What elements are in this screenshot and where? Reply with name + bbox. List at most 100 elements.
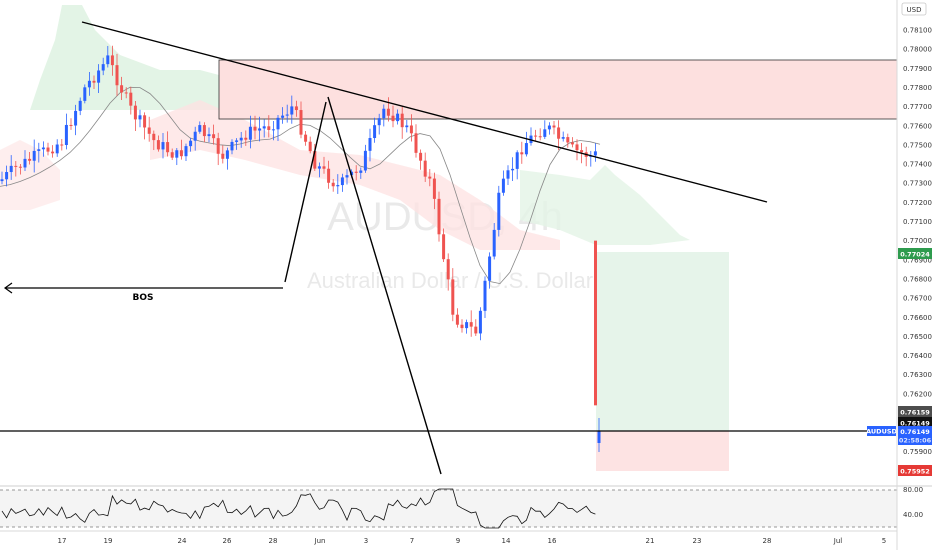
bos-label: BOS [133, 293, 154, 303]
candle-body [317, 166, 321, 169]
candle-body [543, 129, 547, 137]
candle-body [469, 322, 473, 327]
trendline-upper[interactable] [81, 21, 768, 203]
candle-body [83, 87, 87, 101]
y-tick-label: 0.77400 [903, 161, 932, 169]
x-tick-label: 17 [58, 537, 67, 545]
stop-zone[interactable] [596, 431, 729, 471]
candle-body [492, 229, 496, 257]
current-price-label: 0.76149 [900, 428, 930, 436]
target-zone[interactable] [596, 252, 729, 431]
candle-body [382, 108, 386, 119]
candle-body [460, 324, 464, 329]
leg-up-line[interactable] [284, 101, 327, 283]
candle-body [92, 80, 96, 83]
candle-body [414, 133, 418, 153]
candle-body [405, 125, 409, 128]
y-tick-label: 0.76700 [903, 295, 932, 303]
cloud-region-red-2 [0, 140, 60, 210]
candle-body [120, 85, 124, 93]
candle-body [133, 105, 137, 120]
symbol-tag-label: AUDUSD [866, 428, 897, 436]
target-price-tag [898, 248, 932, 259]
candle-body [465, 322, 469, 329]
candle-body [14, 165, 18, 167]
candle-body [377, 118, 381, 126]
supply-zone[interactable] [218, 59, 898, 120]
candle-body [478, 310, 482, 334]
candle-body [524, 143, 528, 155]
candle-body [41, 147, 45, 150]
candle-body [299, 110, 303, 135]
candle-body [501, 178, 505, 193]
cloud-region-red [150, 100, 560, 250]
candle-body [267, 126, 271, 130]
candle-body [138, 115, 142, 120]
candle-body [363, 150, 367, 171]
candle-body [106, 55, 110, 65]
x-tick-label: 26 [223, 537, 232, 545]
y-tick-label: 0.75900 [903, 448, 932, 456]
price-axis[interactable]: USD 0.781000.780000.779000.778000.777000… [866, 0, 932, 550]
candle-body [143, 115, 147, 128]
candle-body [327, 168, 331, 183]
candle-body [193, 131, 197, 141]
y-tick-label: 0.77500 [903, 141, 932, 149]
symbol-tag [867, 426, 896, 436]
candle-body [64, 124, 68, 146]
candle-body [597, 431, 601, 443]
y-tick-label: 0.77000 [903, 237, 932, 245]
x-tick-label: 14 [502, 537, 511, 545]
x-tick-label: 3 [364, 537, 368, 545]
candle-body [594, 240, 597, 406]
x-tick-label: 19 [104, 537, 113, 545]
candle-body [281, 115, 285, 118]
currency-label: USD [907, 6, 922, 14]
x-tick-label: 16 [548, 537, 557, 545]
y-tick-label: 0.77300 [903, 180, 932, 188]
candle-body [354, 171, 358, 173]
currency-box [901, 2, 927, 16]
leg-down-line[interactable] [327, 96, 442, 475]
candle-body [520, 152, 524, 155]
candle-body [78, 100, 82, 111]
candle-body [28, 158, 32, 161]
candle-body [32, 150, 36, 161]
level-b-tag [898, 417, 932, 428]
candle-body [253, 126, 257, 131]
candle-body [101, 64, 105, 71]
x-tick-label: 24 [178, 537, 187, 545]
target-price-label: 0.77024 [900, 251, 930, 259]
candle-body [432, 178, 436, 199]
candle-body [37, 149, 41, 151]
candle-body [322, 166, 326, 169]
x-tick-label: 28 [763, 537, 772, 545]
candle-body [285, 114, 289, 116]
candle-body [446, 259, 450, 280]
candle-body [373, 125, 377, 139]
x-ticks: 17 19 24 26 28 Jun 3 7 9 14 16 21 23 28 Jul 5 [58, 537, 887, 545]
candle-body [60, 144, 64, 146]
candle-body [221, 153, 225, 159]
candle-body [207, 134, 211, 137]
x-tick-label: 5 [882, 537, 886, 545]
candle-body [455, 314, 459, 325]
candle-body [547, 125, 551, 130]
background-layer [0, 5, 690, 250]
candle-body [336, 185, 340, 187]
candle-body [202, 125, 206, 137]
candle-body [110, 55, 114, 66]
candle-body [9, 165, 13, 173]
candle-body [156, 140, 160, 150]
candle-body [359, 170, 363, 173]
y-tick-label: 0.76500 [903, 333, 932, 341]
candle-body [97, 70, 101, 83]
x-tick-label: 9 [456, 537, 460, 545]
candle-body [552, 125, 556, 128]
time-axis[interactable]: 17 19 24 26 28 Jun 3 7 9 14 16 21 23 28 Jul 5 [0, 530, 897, 545]
candle-body [290, 106, 294, 115]
candle-body [419, 152, 423, 161]
y-tick-label: 0.78100 [903, 27, 932, 35]
